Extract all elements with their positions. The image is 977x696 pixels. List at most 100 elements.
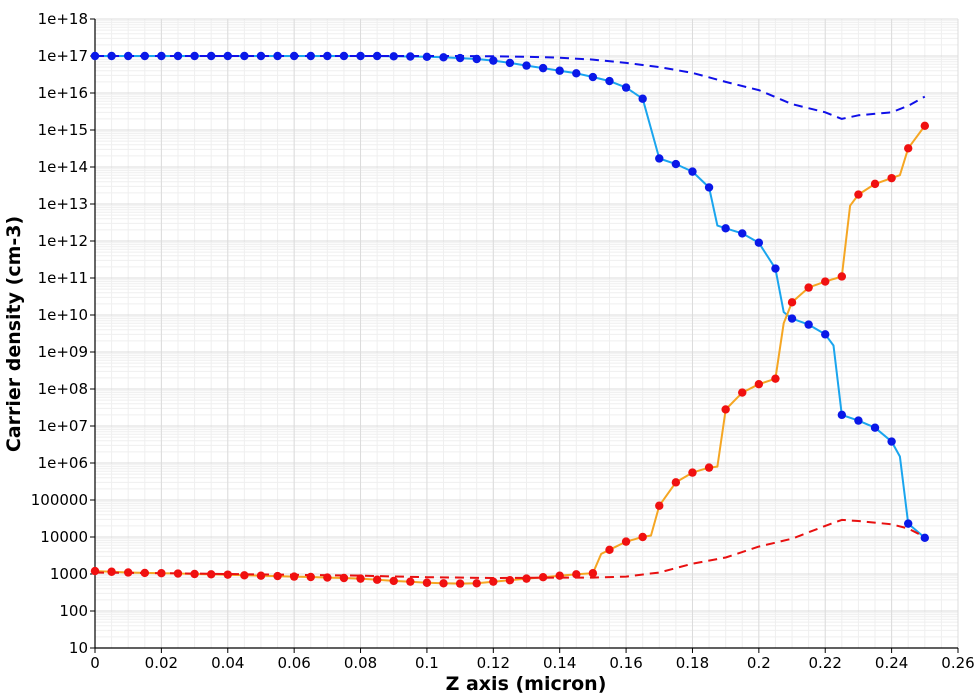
series-1-point <box>771 264 780 273</box>
series-1-point <box>356 51 365 61</box>
series-1-point <box>671 159 681 169</box>
series-2-point <box>738 388 747 397</box>
series-1-point <box>555 66 564 75</box>
series-1-point <box>887 437 896 446</box>
x-tick-label: 0.12 <box>477 654 510 672</box>
series-2-point <box>157 569 166 578</box>
series-2-point <box>206 570 216 579</box>
series-line-3-dashed <box>95 55 926 120</box>
series-2-point <box>107 567 116 576</box>
series-1-point <box>273 51 282 61</box>
series-2-point <box>920 121 930 130</box>
x-tick-label: 0 <box>90 654 100 672</box>
series-2-point <box>572 570 581 579</box>
y-tick-label: 1e+17 <box>38 47 88 65</box>
y-tick-label: 1e+18 <box>38 10 88 28</box>
series-2-point <box>289 572 299 581</box>
series-2-point <box>588 569 598 578</box>
y-axis-title: Carrier density (cm-3) <box>3 216 25 452</box>
series-1-point <box>173 51 183 61</box>
series-1-point <box>721 224 730 233</box>
series-2-point <box>472 579 481 588</box>
series-2-point <box>90 566 100 576</box>
series-1-point <box>538 63 548 73</box>
x-axis-ticks: 0 0.02 0.04 0.06 0.08 0.1 0.12 0.14 0.16 0.18 0.2 0… <box>90 648 975 672</box>
series-1-point <box>323 51 332 61</box>
series-1-point <box>406 52 415 61</box>
series-2-point <box>123 568 133 577</box>
x-tick-label: 0.1 <box>415 654 439 672</box>
x-tick-label: 0.02 <box>145 654 178 672</box>
series-2-point <box>505 575 515 585</box>
series-1-point <box>688 167 697 176</box>
series-2-point <box>190 569 199 579</box>
y-tick-label: 1e+09 <box>38 343 88 361</box>
series-2-point <box>240 571 249 580</box>
x-tick-label: 0.04 <box>211 654 244 672</box>
x-tick-label: 0.24 <box>875 654 908 672</box>
x-axis-title: Z axis (micron) <box>446 673 607 695</box>
series-1-point <box>904 519 913 528</box>
series-1-point <box>489 56 498 65</box>
series-2-point <box>804 283 813 292</box>
series-2-point <box>655 501 664 510</box>
series-2-point <box>489 577 498 586</box>
series-2-point <box>837 272 847 281</box>
series-2-point <box>887 173 896 183</box>
series-1-point <box>870 423 880 432</box>
series-1-point <box>140 51 149 61</box>
y-tick-label: 1e+07 <box>38 417 88 435</box>
series-2-point <box>904 144 913 153</box>
y-tick-label: 1e+08 <box>38 380 88 398</box>
y-tick-label: 1e+06 <box>38 454 88 472</box>
series-1-point <box>372 51 382 61</box>
series-1-point <box>588 72 598 82</box>
series-1-point <box>123 51 133 61</box>
series-2-point <box>455 579 465 588</box>
y-tick-label: 1e+11 <box>38 269 88 287</box>
series-1-point <box>522 61 531 70</box>
series-2-point <box>638 532 647 542</box>
series-2-point <box>422 578 432 587</box>
series-1-point <box>223 51 232 61</box>
series-1-point <box>920 533 930 543</box>
series-1-point <box>289 51 299 61</box>
series-1-point <box>472 54 481 64</box>
x-tick-label: 0.22 <box>809 654 842 672</box>
series-1-point <box>821 330 830 339</box>
series-2-point <box>406 577 415 586</box>
y-tick-label: 10 <box>69 639 88 657</box>
series-1-point <box>837 410 847 420</box>
series-2-point <box>555 571 564 580</box>
series-2-point <box>306 572 315 582</box>
axes <box>94 19 958 649</box>
series-2-point <box>870 179 880 189</box>
x-tick-label: 0.06 <box>277 654 310 672</box>
series-2-point <box>771 374 780 383</box>
series-2-point <box>688 468 697 477</box>
series-2-point <box>854 190 863 199</box>
series-2-point <box>671 478 681 487</box>
y-tick-label: 1000 <box>50 565 88 583</box>
series-2-point <box>223 570 232 579</box>
series-1-point <box>256 51 266 61</box>
series-2-point <box>372 575 382 584</box>
series-2-point <box>704 463 714 472</box>
y-tick-label: 10000 <box>40 528 88 546</box>
series-1-point <box>240 51 249 61</box>
series-1-point <box>389 52 398 61</box>
x-tick-label: 0.26 <box>941 654 974 672</box>
y-tick-label: 1e+10 <box>38 306 88 324</box>
series-2-point <box>821 277 830 286</box>
series-1-point <box>754 238 764 247</box>
series-2-point <box>621 537 631 546</box>
y-tick-label: 100 <box>59 602 88 620</box>
series-1-point <box>605 76 614 86</box>
series-1-point <box>206 51 216 61</box>
series-2-point <box>754 379 764 389</box>
series-1-point <box>787 314 797 323</box>
series-2-point <box>256 571 266 580</box>
series-2-point <box>787 298 797 307</box>
y-tick-label: 1e+12 <box>38 232 88 250</box>
